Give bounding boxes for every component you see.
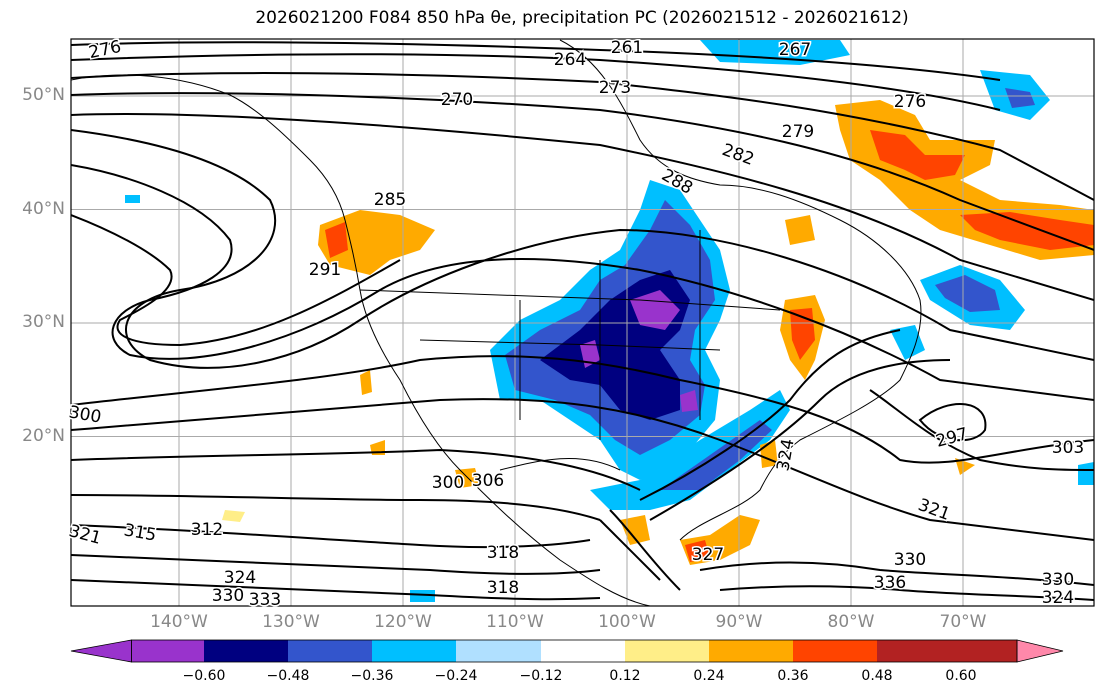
shade-neg-northeast-inner — [935, 275, 1000, 312]
colorbar-segment — [877, 640, 961, 662]
latitude-label: 30°N — [22, 312, 65, 332]
colorbar-tick-label: −0.36 — [350, 668, 394, 684]
colorbar-segment — [709, 640, 793, 662]
contour-label: 267 — [779, 40, 811, 60]
colorbar-segment — [288, 640, 372, 662]
colorbar-tick-label: 0.24 — [693, 668, 725, 684]
colorbar-tick-label: −0.12 — [519, 668, 563, 684]
latitude-label: 40°N — [22, 198, 65, 219]
contour-label: 276 — [894, 92, 926, 112]
longitude-label: 80°W — [827, 612, 875, 632]
contour-label: 300 — [432, 473, 464, 493]
contour-label: 273 — [599, 78, 631, 98]
latitude-label: 20°N — [22, 425, 65, 446]
colorbar-segment — [793, 640, 877, 662]
colorbar-tick-label: 0.36 — [777, 668, 809, 684]
contour-label: 279 — [782, 122, 814, 142]
contour-label: 285 — [374, 190, 406, 210]
colorbar-extend-high — [1016, 639, 1064, 663]
shade-neg-south-small — [410, 590, 435, 602]
graticule — [71, 39, 1094, 606]
colorbar-segment — [625, 640, 709, 662]
contour-label: 306 — [472, 471, 504, 491]
shade-pos-mexico-inner — [685, 540, 710, 562]
colorbar-tick-label: −0.60 — [182, 668, 226, 684]
shade-pos-pacnw-inner — [325, 222, 348, 258]
longitude-label: 140°W — [150, 612, 208, 632]
contour-label: 336 — [874, 573, 906, 593]
shade-pos-pac-small3 — [222, 510, 245, 522]
shade-neg-arctic — [700, 40, 850, 65]
colorbar-segment — [372, 640, 456, 662]
contour-label: 291 — [309, 260, 341, 280]
contour-label: 333 — [249, 590, 281, 610]
precipitation-shading — [125, 40, 1094, 602]
contour-label: 318 — [487, 578, 519, 598]
coastlines — [71, 39, 922, 606]
contour-label: 270 — [441, 90, 473, 110]
colorbar-tick-label: 0.48 — [861, 668, 893, 684]
figure-title: 2026021200 F084 850 hPa θe, precipitatio… — [255, 8, 909, 28]
colorbar-segment — [131, 640, 204, 662]
contour-label: 324 — [1042, 588, 1074, 608]
colorbar-tick-label: −0.24 — [434, 668, 478, 684]
contour-label: 318 — [487, 543, 519, 563]
shade-pos-pac-small2 — [360, 370, 372, 395]
colorbar-tick-label: 0.12 — [609, 668, 641, 684]
longitude-label: 120°W — [374, 612, 432, 632]
colorbar-tick-label: 0.60 — [945, 668, 977, 684]
longitude-label: 130°W — [262, 612, 320, 632]
shade-neg-east — [1078, 462, 1094, 485]
map-frame — [70, 38, 1095, 607]
contour-label: 330 — [212, 586, 244, 606]
colorbar-segment — [541, 640, 625, 662]
shade-pos-ohio-inner — [790, 308, 815, 360]
contour-label: 303 — [1052, 438, 1084, 458]
colorbar-segment — [456, 640, 541, 662]
shade-neg-quebec-core — [1005, 88, 1035, 108]
colorbar — [70, 639, 1064, 663]
contour-label: 261 — [611, 38, 643, 58]
colorbar-tick-label: −0.48 — [266, 668, 310, 684]
contour-label: 324 — [224, 568, 256, 588]
contour-label: 327 — [692, 545, 724, 565]
theta-e-contours — [71, 41, 1094, 601]
contour-label: 312 — [191, 520, 223, 540]
shade-neg-gulf-outer — [590, 390, 790, 510]
shade-pos-pacnw — [318, 210, 435, 275]
contour-label: 330 — [1042, 570, 1074, 590]
colorbar-segment — [204, 640, 288, 662]
latitude-label: 50°N — [22, 85, 65, 105]
contour-label: 330 — [894, 550, 926, 570]
shade-neg-pac-small — [125, 195, 140, 203]
shade-neg-central-core3 — [680, 390, 698, 412]
longitude-label: 110°W — [486, 612, 544, 632]
contour-label: 264 — [554, 50, 586, 70]
colorbar-extend-low — [70, 639, 132, 663]
shade-neg-ne-small — [890, 325, 925, 360]
colorbar-frame — [131, 639, 1018, 663]
longitude-label: 70°W — [939, 612, 987, 632]
longitude-label: 90°W — [715, 612, 763, 632]
colorbar-segment — [961, 640, 1017, 662]
shade-pos-labrador-inner — [870, 130, 965, 180]
shade-pos-labrador-inner2 — [960, 212, 1094, 250]
longitude-label: 100°W — [598, 612, 656, 632]
shade-pos-hudson — [785, 215, 815, 245]
shade-pos-east-small — [955, 458, 975, 475]
